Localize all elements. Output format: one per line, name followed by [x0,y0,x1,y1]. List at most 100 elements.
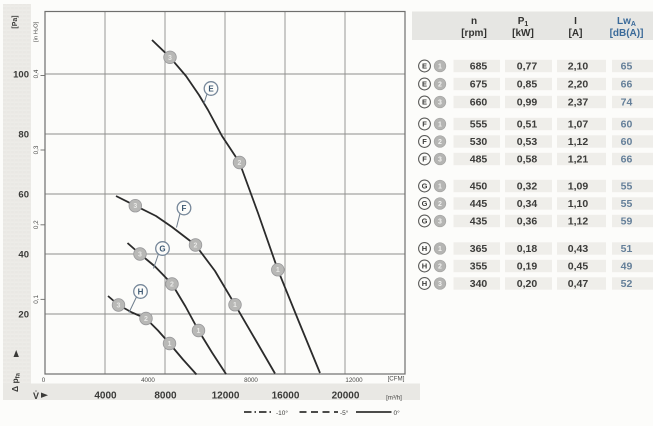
svg-text:H: H [138,288,144,297]
svg-text:E: E [422,62,427,71]
svg-text:0,99: 0,99 [517,97,538,109]
svg-text:G: G [422,199,428,208]
svg-text:20000: 20000 [332,391,360,402]
svg-text:2: 2 [438,139,442,146]
svg-text:[kW]: [kW] [512,28,534,39]
svg-text:450: 450 [470,181,488,193]
svg-text:[in H₂O]: [in H₂O] [34,21,40,42]
svg-text:0,18: 0,18 [517,243,538,255]
svg-text:1: 1 [438,246,442,253]
svg-text:4000: 4000 [94,391,117,402]
svg-text:E: E [422,98,427,107]
svg-text:V̇: V̇ [33,391,39,401]
svg-text:435: 435 [470,216,488,228]
svg-text:1,12: 1,12 [568,136,589,148]
svg-text:675: 675 [470,79,488,91]
svg-text:65: 65 [621,61,633,73]
svg-text:G: G [422,182,428,191]
svg-text:2: 2 [144,316,148,323]
svg-text:[A]: [A] [569,28,583,39]
svg-text:1: 1 [276,267,280,274]
svg-text:49: 49 [621,261,633,273]
svg-text:355: 355 [470,261,488,273]
svg-text:0: 0 [42,377,46,384]
svg-text:F: F [422,137,427,146]
svg-text:[Pa]: [Pa] [12,15,19,28]
svg-text:n: n [471,16,477,27]
svg-text:0,51: 0,51 [517,119,538,131]
svg-text:0,34: 0,34 [517,198,538,210]
svg-text:1,09: 1,09 [568,181,589,193]
svg-text:[dB(A)]: [dB(A)] [610,28,644,39]
svg-text:365: 365 [470,243,488,255]
svg-text:660: 660 [470,97,488,109]
svg-text:[CFM]: [CFM] [388,376,405,383]
svg-text:8000: 8000 [154,391,177,402]
svg-text:3: 3 [438,218,442,225]
svg-text:20: 20 [18,309,29,320]
svg-text:1,10: 1,10 [568,198,589,210]
svg-text:G: G [159,245,165,254]
svg-text:0,47: 0,47 [568,278,589,290]
svg-text:-10°: -10° [276,409,288,417]
svg-text:60: 60 [621,136,633,148]
svg-text:2: 2 [194,243,198,250]
svg-text:I: I [574,16,577,27]
svg-text:0,19: 0,19 [517,261,538,273]
svg-text:1: 1 [438,121,442,128]
svg-text:74: 74 [621,97,633,109]
svg-text:-5°: -5° [340,409,349,417]
svg-text:0,20: 0,20 [517,278,538,290]
svg-text:445: 445 [470,198,488,210]
svg-text:0,77: 0,77 [517,61,538,73]
svg-text:Δ pfa: Δ pfa [10,372,22,392]
svg-text:H: H [422,244,427,253]
svg-text:0,1: 0,1 [33,295,40,304]
svg-text:0,85: 0,85 [517,79,538,91]
svg-text:3: 3 [438,281,442,288]
svg-text:100: 100 [13,69,29,80]
svg-text:0,58: 0,58 [517,154,538,166]
svg-text:E: E [422,80,427,89]
svg-text:530: 530 [470,136,488,148]
svg-text:16000: 16000 [272,391,300,402]
svg-text:0,45: 0,45 [568,261,589,273]
svg-text:59: 59 [621,216,633,228]
svg-text:3: 3 [438,156,442,163]
svg-text:2: 2 [438,81,442,88]
svg-text:55: 55 [621,198,633,210]
svg-text:1: 1 [438,63,442,70]
svg-text:4000: 4000 [141,377,155,384]
svg-text:0,36: 0,36 [517,216,538,228]
svg-text:[m³/h]: [m³/h] [386,395,402,402]
svg-text:2: 2 [238,160,242,167]
svg-text:H: H [422,262,427,271]
svg-text:E: E [208,85,214,94]
svg-text:8000: 8000 [244,377,258,384]
svg-text:F: F [182,204,187,213]
svg-text:0,32: 0,32 [517,181,538,193]
svg-text:3: 3 [138,252,142,259]
svg-text:1: 1 [197,328,201,335]
svg-text:H: H [422,279,427,288]
svg-text:80: 80 [18,129,29,140]
svg-text:2: 2 [438,201,442,208]
svg-text:1,07: 1,07 [568,119,589,131]
svg-text:2: 2 [438,263,442,270]
svg-text:0,2: 0,2 [33,220,40,229]
svg-text:485: 485 [470,154,488,166]
svg-text:3: 3 [133,203,137,210]
svg-text:P1: P1 [518,16,529,28]
svg-text:55: 55 [621,181,633,193]
svg-text:F: F [422,120,427,129]
svg-text:340: 340 [470,278,488,290]
svg-text:3: 3 [438,99,442,106]
svg-text:52: 52 [621,278,633,290]
svg-text:0,3: 0,3 [33,145,40,154]
svg-text:66: 66 [621,154,633,166]
svg-text:12000: 12000 [345,377,363,384]
svg-text:1: 1 [233,302,237,309]
svg-text:60: 60 [18,189,29,200]
svg-text:66: 66 [621,79,633,91]
svg-text:2,10: 2,10 [568,61,589,73]
